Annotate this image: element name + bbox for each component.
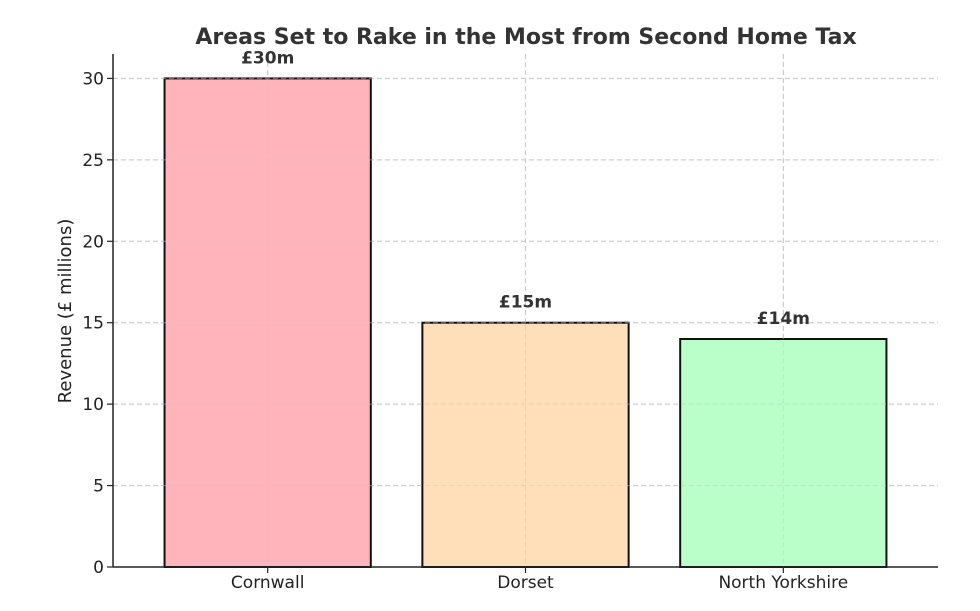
data-label: £30m: [241, 48, 294, 68]
data-label: £14m: [757, 309, 810, 329]
y-axis-label: Revenue (£ millions): [55, 219, 76, 404]
x-tick-label: North Yorkshire: [718, 573, 848, 593]
data-label: £15m: [499, 293, 552, 313]
y-tick-label: 5: [93, 477, 104, 497]
y-tick-label: 25: [82, 151, 104, 171]
y-tick-label: 30: [82, 69, 104, 89]
y-tick-label: 10: [82, 395, 104, 415]
y-tick-label: 15: [82, 314, 104, 334]
axes: 0 5 10 15 20 25 30 Cornwall Dorset North Yorkshir…: [82, 54, 938, 593]
y-tick-label: 20: [82, 232, 104, 252]
data-labels: £30m £15m £14m: [241, 48, 810, 329]
y-tick-label: 0: [93, 558, 104, 578]
x-tick-label: Dorset: [497, 573, 554, 593]
x-tick-label: Cornwall: [231, 573, 305, 593]
bar-north-yorkshire: [679, 338, 888, 568]
chart-title: Areas Set to Rake in the Most from Secon…: [195, 25, 856, 50]
